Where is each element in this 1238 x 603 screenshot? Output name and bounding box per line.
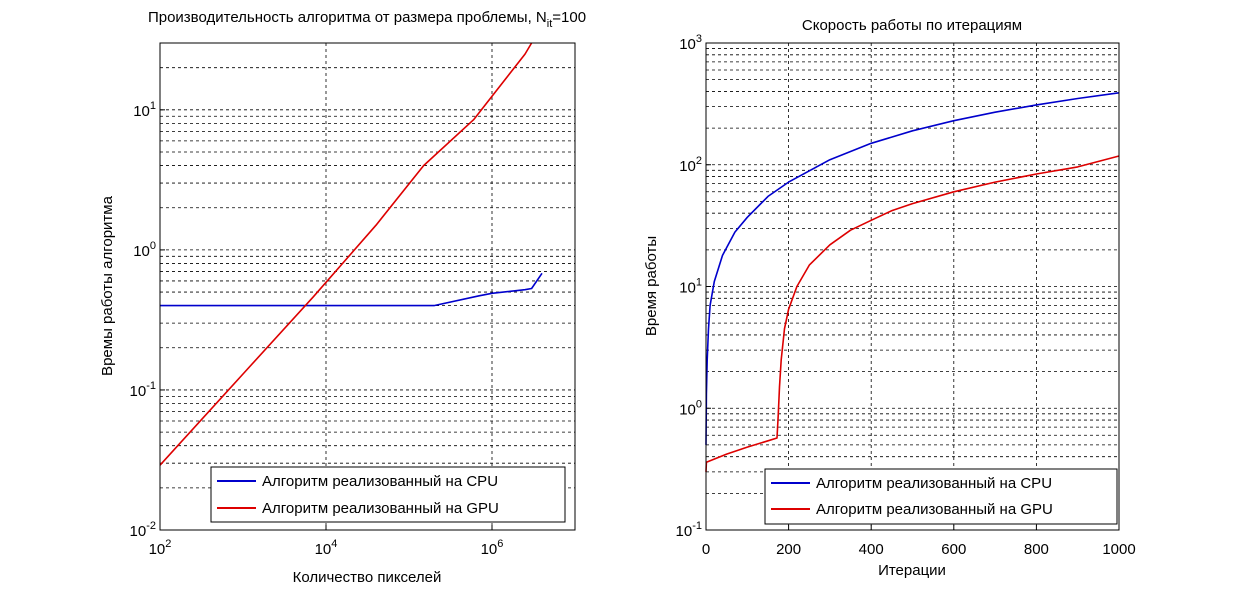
y-tick-label: 100 [679, 398, 702, 418]
x-tick-label: 102 [149, 538, 172, 558]
chart-title-right: Скорость работы по итерациям [802, 17, 1022, 34]
series-left [159, 42, 543, 466]
plot-area-left [160, 43, 575, 530]
gpu-series-line-left [159, 42, 533, 466]
y-tick-label: 10-2 [130, 520, 156, 540]
gpu-series-line-right [705, 155, 1120, 472]
legend-box-right [764, 468, 1118, 525]
cpu-series-line-left [160, 272, 543, 307]
x-tick-label: 0 [702, 541, 710, 558]
legend-label-gpu-right: Алгоритм реализованный на GPU [816, 501, 1053, 518]
x-tick-label: 106 [481, 538, 504, 558]
legend-label-gpu-left: Алгоритм реализованный на GPU [262, 500, 499, 517]
legend-label-cpu-right: Алгоритм реализованный на CPU [816, 475, 1052, 492]
chart-performance-vs-size: 102 104 106 10-2 10-1 100 101 Производительнос… [99, 9, 586, 586]
y-tick-label: 101 [133, 100, 156, 120]
ticks-right: 0 200 400 600 800 1000 10-1 100 101 102 103 [676, 33, 1136, 558]
series-right [705, 92, 1120, 472]
x-tick-label: 400 [859, 541, 884, 558]
ticks-left: 102 104 106 10-2 10-1 100 101 [130, 100, 504, 558]
y-axis-label-right: Время работы [643, 236, 660, 336]
y-axis-label-left: Времы работы алгоритма [99, 195, 116, 376]
legend-right: Алгоритм реализованный на CPU Алгоритм р… [764, 468, 1118, 525]
legend-label-cpu-left: Алгоритм реализованный на CPU [262, 473, 498, 490]
y-tick-label: 103 [679, 33, 702, 53]
chart-speed-by-iterations: 0 200 400 600 800 1000 10-1 100 101 102 103 Скорос… [643, 17, 1136, 579]
x-axis-label-right: Итерации [878, 562, 946, 579]
cpu-series-line-right [705, 92, 1120, 445]
x-tick-label: 600 [941, 541, 966, 558]
y-tick-label: 100 [133, 240, 156, 260]
x-tick-label: 104 [315, 538, 338, 558]
x-tick-label: 200 [776, 541, 801, 558]
axes-box-left [159, 42, 576, 531]
chart-title-left: Производительность алгоритма от размера … [148, 9, 586, 30]
x-tick-label: 800 [1024, 541, 1049, 558]
y-tick-label: 101 [679, 277, 702, 297]
y-tick-label: 102 [679, 155, 702, 175]
legend-left: Алгоритм реализованный на CPU Алгоритм р… [210, 466, 566, 523]
y-tick-label: 10-1 [130, 380, 156, 400]
legend-box-left [210, 466, 566, 523]
y-tick-label: 10-1 [676, 520, 702, 540]
x-tick-label: 1000 [1102, 541, 1135, 558]
x-axis-label-left: Количество пикселей [293, 569, 442, 586]
